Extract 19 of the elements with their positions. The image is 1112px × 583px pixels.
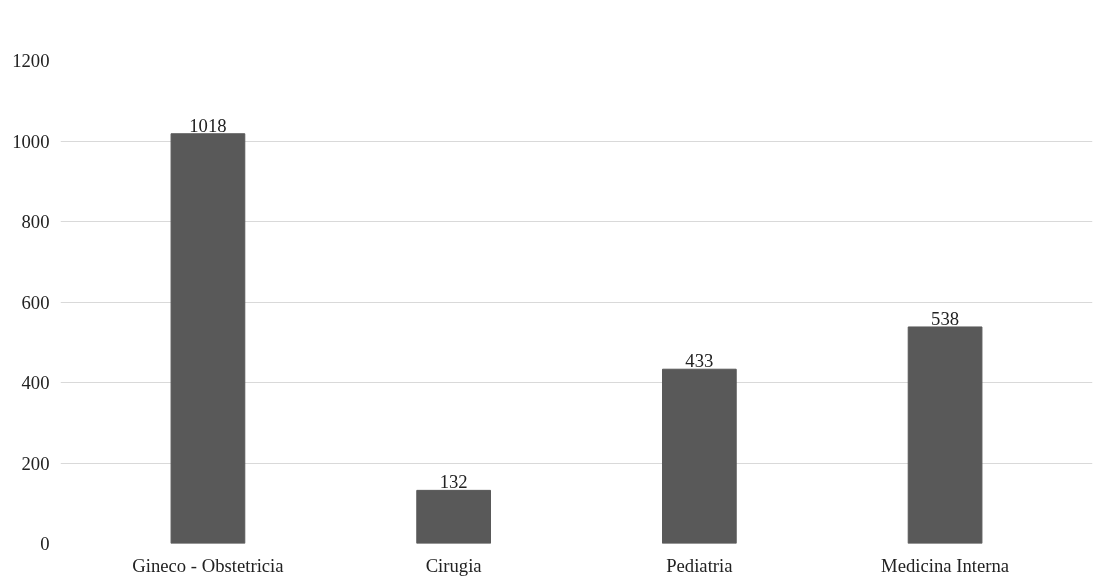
y-tick-label: 1000 (12, 130, 50, 152)
bar (170, 133, 246, 544)
y-tick-label: 600 (21, 291, 50, 313)
data-label: 132 (439, 471, 468, 493)
y-tick-label: 800 (21, 211, 50, 232)
x-tick-label: Gineco - Obstetricia (132, 554, 285, 576)
y-tick-label: 400 (21, 372, 50, 393)
data-label: 1018 (189, 114, 227, 136)
data-label: 538 (931, 307, 960, 329)
bar (907, 326, 983, 544)
y-tick-label: 0 (40, 533, 50, 554)
bar (662, 368, 737, 544)
data-label: 433 (685, 350, 714, 372)
x-tick-label: Pediatria (666, 554, 734, 576)
y-tick-label: 200 (21, 452, 50, 474)
bar (416, 489, 491, 544)
y-tick-label: 1200 (12, 50, 50, 71)
x-tick-label: Cirugia (425, 554, 483, 576)
x-tick-label: Medicina Interna (881, 554, 1010, 576)
